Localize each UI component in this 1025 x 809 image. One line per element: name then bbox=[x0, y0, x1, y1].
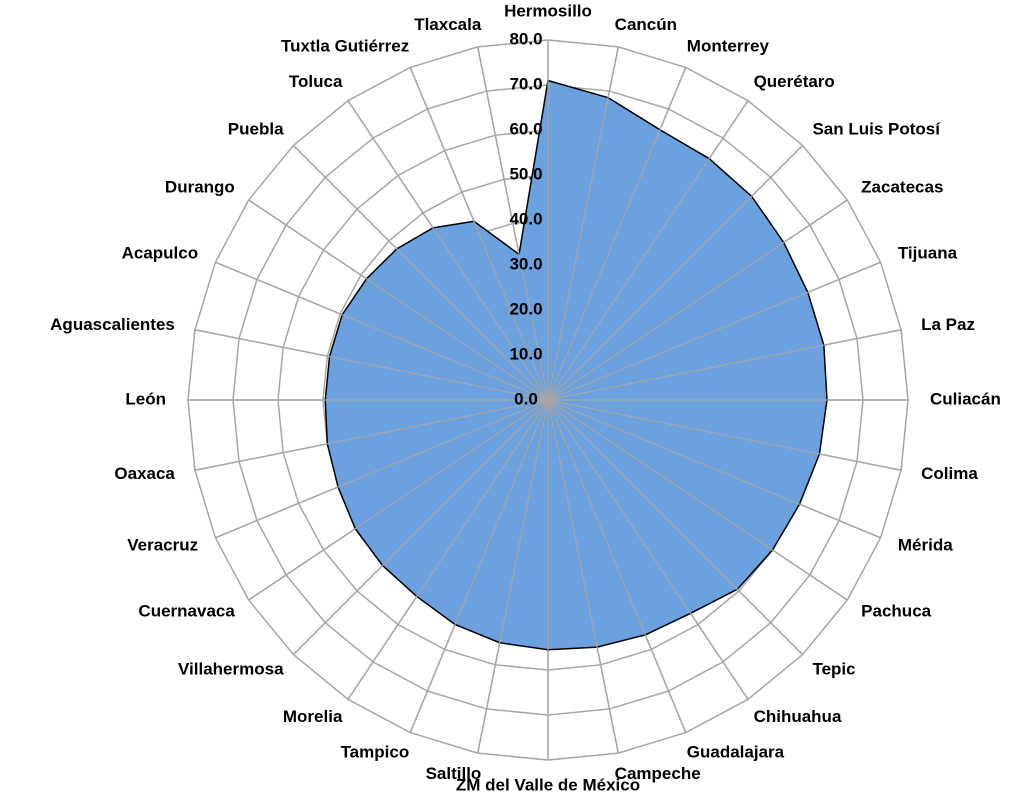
category-label: Pachuca bbox=[861, 602, 931, 621]
category-label: Zacatecas bbox=[861, 177, 943, 196]
category-label: Guadalajara bbox=[687, 742, 785, 761]
category-label: La Paz bbox=[921, 315, 975, 334]
spoke-overlay bbox=[477, 399, 549, 754]
category-label: Acapulco bbox=[122, 243, 199, 262]
spoke-overlay bbox=[547, 199, 848, 401]
category-label: Culiacán bbox=[930, 389, 1001, 408]
spoke-overlay bbox=[293, 399, 549, 655]
spoke-overlay bbox=[547, 399, 848, 601]
category-label: Oaxaca bbox=[114, 464, 175, 483]
r-tick-label: 50.0 bbox=[509, 164, 542, 183]
category-label: Monterrey bbox=[687, 37, 770, 56]
r-tick-label: 20.0 bbox=[509, 299, 542, 318]
spoke-overlay bbox=[215, 399, 549, 539]
spoke-overlay bbox=[477, 46, 549, 401]
spoke-overlay bbox=[547, 46, 619, 401]
category-label: Chihuahua bbox=[754, 707, 842, 726]
spoke-overlay bbox=[547, 261, 881, 401]
r-tick-label: 30.0 bbox=[509, 254, 542, 273]
category-label: Cuernavaca bbox=[138, 602, 235, 621]
r-tick-label: 10.0 bbox=[509, 344, 542, 363]
category-label: Mérida bbox=[898, 536, 953, 555]
spoke-overlay bbox=[215, 261, 549, 401]
spoke-overlay bbox=[409, 399, 549, 733]
spoke-overlay bbox=[248, 199, 549, 401]
category-label: Villahermosa bbox=[178, 660, 284, 679]
category-label: Toluca bbox=[289, 72, 343, 91]
category-label: Tepic bbox=[812, 660, 855, 679]
r-tick-label: 60.0 bbox=[509, 119, 542, 138]
category-label: Puebla bbox=[228, 119, 284, 138]
spoke-overlay bbox=[547, 399, 803, 655]
spoke-overlay bbox=[547, 399, 881, 539]
r-tick-label: 70.0 bbox=[509, 74, 542, 93]
r-tick-label: 0.0 bbox=[514, 389, 538, 408]
spoke-overlay bbox=[347, 399, 549, 700]
spoke-overlay bbox=[547, 399, 687, 733]
spoke-overlay bbox=[547, 329, 902, 401]
spoke-overlay bbox=[347, 100, 549, 401]
spoke-overlay bbox=[547, 145, 803, 401]
category-label: Cancún bbox=[615, 15, 677, 34]
radar-area bbox=[324, 79, 828, 651]
category-label: San Luis Potosí bbox=[812, 119, 941, 138]
spoke-overlay bbox=[547, 399, 619, 754]
category-label: Saltillo bbox=[426, 764, 482, 783]
category-label: ZM del Valle de México bbox=[456, 775, 640, 794]
category-label: Morelia bbox=[283, 707, 343, 726]
category-label: Campeche bbox=[615, 764, 701, 783]
spoke-overlay bbox=[547, 100, 749, 401]
category-label: Tijuana bbox=[898, 243, 958, 262]
spoke-overlay bbox=[293, 145, 549, 401]
category-label: Aguascalientes bbox=[50, 315, 175, 334]
spoke-overlay bbox=[194, 329, 549, 401]
category-label: Tlaxcala bbox=[414, 15, 482, 34]
category-label: Colima bbox=[921, 464, 978, 483]
category-label: León bbox=[125, 389, 166, 408]
category-label: Durango bbox=[165, 177, 235, 196]
category-label: Tampico bbox=[341, 742, 410, 761]
category-label: Hermosillo bbox=[504, 1, 592, 20]
r-tick-label: 40.0 bbox=[509, 209, 542, 228]
spoke-overlay bbox=[547, 67, 687, 401]
spoke-overlay bbox=[409, 67, 549, 401]
spoke-overlay bbox=[547, 399, 749, 700]
spoke-overlay bbox=[194, 399, 549, 471]
category-label: Querétaro bbox=[754, 72, 835, 91]
category-label: Tuxtla Gutiérrez bbox=[281, 37, 409, 56]
category-label: Veracruz bbox=[127, 536, 198, 555]
spoke-overlay bbox=[248, 399, 549, 601]
r-tick-label: 80.0 bbox=[509, 29, 542, 48]
spoke-overlay bbox=[547, 399, 902, 471]
